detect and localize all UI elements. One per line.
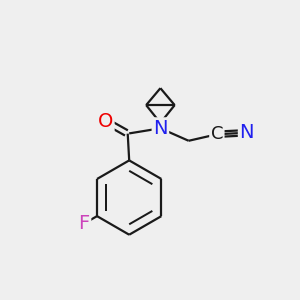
- Text: N: N: [239, 123, 254, 142]
- Text: C: C: [211, 125, 223, 143]
- Text: F: F: [79, 214, 90, 233]
- Text: N: N: [153, 119, 168, 138]
- Text: O: O: [98, 112, 113, 131]
